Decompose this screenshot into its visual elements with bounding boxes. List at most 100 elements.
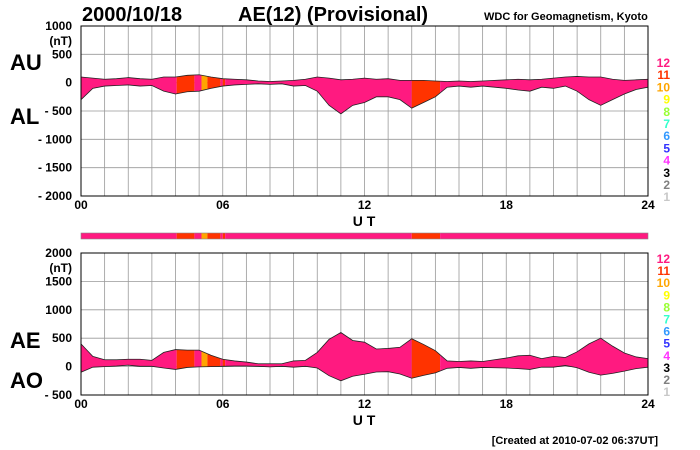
plot-frame [80,252,649,396]
y-tick-label: 500 [52,331,72,345]
legend-station-count: 8 [663,105,670,119]
legend-station-count: 2 [663,373,670,387]
y-tick-label: - 1000 [38,132,72,146]
top-xlabel: U T [353,213,376,229]
station-bar-segment-12 [194,233,202,239]
x-tick-label: 24 [641,397,655,411]
y-tick-label: 0 [65,360,72,374]
legend-station-count: 4 [663,154,670,168]
x-tick-label: 00 [74,397,88,411]
area-segment-stations-11 [222,78,226,87]
station-count-bar [80,232,649,240]
legend-station-count: 11 [657,68,670,82]
legend-station-count: 11 [657,264,670,278]
area-segment-stations-11 [176,74,195,94]
bottom-xlabel: U T [353,412,376,428]
source-label: WDC for Geomagnetism, Kyoto [484,11,648,23]
bottom-unit-label: (nT) [49,261,72,275]
upper-series-line [80,74,649,82]
legend-station-count: 6 [663,325,670,339]
legend-station-count: 7 [663,313,670,327]
legend-station-count: 5 [663,141,670,155]
area-segment-stations-11 [222,359,226,367]
area-segment-stations-12 [194,350,202,368]
legend-station-count: 2 [663,178,670,192]
legend-station-count: 1 [663,190,670,204]
legend-station-count: 5 [663,337,670,351]
legend-station-count: 4 [663,349,670,363]
lower-series-line [80,83,649,115]
date-title: 2000/10/18 [82,4,182,26]
x-tick-label: 12 [358,198,372,212]
x-tick-label: 00 [74,198,88,212]
station-bar-segment-11 [222,233,226,239]
legend-station-count: 3 [663,166,670,180]
legend-station-count: 8 [663,300,670,314]
y-tick-label: 0 [65,76,72,90]
x-tick-label: 12 [358,397,372,411]
station-bar-segment-12 [440,233,648,239]
y-tick-label: - 500 [45,388,73,402]
y-tick-label: 1000 [45,303,72,317]
y-tick-label: 1000 [45,19,72,33]
legend-station-count: 7 [663,117,670,131]
area-segment-stations-12 [220,78,223,87]
legend-station-count: 6 [663,129,670,143]
x-tick-label: 24 [641,198,655,212]
area-segment-stations-12 [440,338,648,376]
station-bar-segment-11 [411,233,441,239]
y-tick-label: - 1500 [38,161,72,175]
area-segment-stations-12 [225,77,412,114]
area-segment-stations-12 [81,343,177,373]
ao-label: AO [10,368,43,393]
station-bar-segment-12 [220,233,223,239]
area-segment-stations-12 [225,332,412,381]
station-bar-segment-11 [207,233,221,239]
station-bar-frame [80,232,649,240]
created-footer: [Created at 2010-07-02 06:37UT] [492,435,659,447]
legend-station-count: 10 [657,276,671,290]
au-label: AU [10,50,42,75]
station-bar-segment-12 [81,233,177,239]
top-unit-label: (nT) [49,34,72,48]
area-segment-stations-12 [81,76,177,100]
legend-station-count: 10 [657,80,671,94]
area-segment-stations-11 [176,349,195,370]
legend-station-count: 12 [657,252,671,266]
area-segment-stations-10 [201,75,208,91]
legend-station-count: 3 [663,361,670,375]
al-label: AL [10,104,39,129]
y-tick-label: 1500 [45,274,72,288]
legend-station-count: 1 [663,385,670,399]
x-tick-label: 18 [500,198,514,212]
ae-label: AE [10,328,41,353]
area-segment-stations-12 [194,74,202,92]
index-title: AE(12) (Provisional) [238,4,428,26]
x-tick-label: 06 [216,397,230,411]
station-bar-segment-12 [225,233,412,239]
area-segment-stations-10 [201,351,208,367]
legend-station-count: 9 [663,93,670,107]
legend-station-count: 12 [657,56,671,70]
area-segment-stations-11 [207,353,221,367]
plot-frame [80,25,649,197]
y-tick-label: 500 [52,47,72,61]
x-tick-label: 18 [500,397,514,411]
area-segment-stations-12 [440,76,648,106]
y-tick-label: - 500 [45,104,73,118]
y-tick-label: 2000 [45,246,72,260]
area-segment-stations-11 [411,338,441,379]
legend-station-count: 9 [663,288,670,302]
lower-series-line [80,364,649,382]
x-tick-label: 06 [216,198,230,212]
station-bar-segment-10 [201,233,208,239]
upper-series-line [80,332,649,365]
y-tick-label: - 2000 [38,189,72,203]
station-bar-segment-11 [176,233,195,239]
area-segment-stations-12 [220,358,223,367]
